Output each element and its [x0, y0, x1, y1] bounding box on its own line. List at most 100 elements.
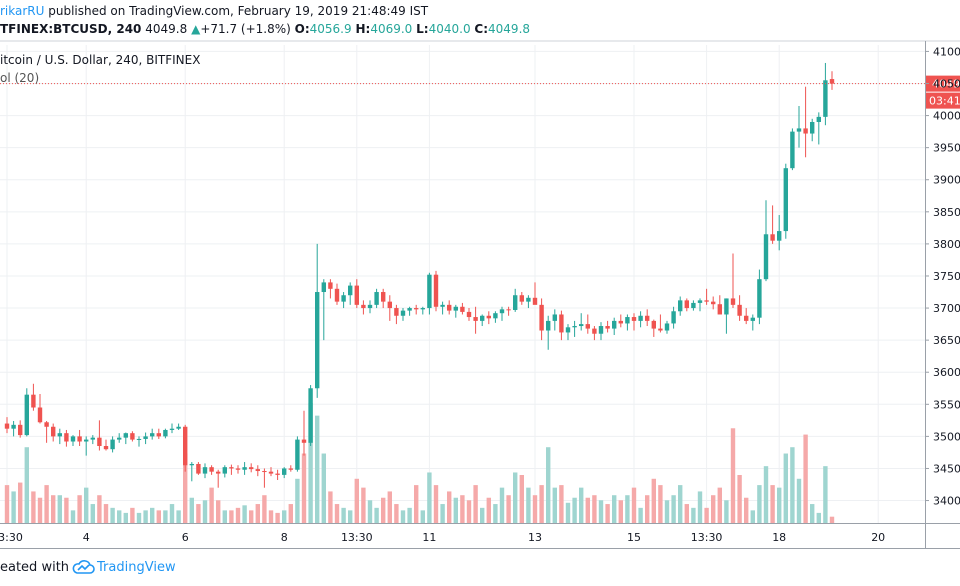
candle-body	[235, 468, 241, 470]
price-tick-label: 3400	[933, 495, 960, 508]
volume-bar	[572, 497, 577, 523]
candle-body	[737, 304, 742, 316]
volume-bar	[407, 507, 412, 523]
candle-body	[202, 467, 208, 474]
volume-bar	[57, 495, 62, 523]
candle-body	[341, 295, 346, 302]
candle-body	[532, 297, 538, 305]
volume-bar	[605, 504, 610, 523]
candle-body	[717, 304, 722, 315]
candle-body	[559, 314, 564, 333]
volume-bar	[400, 510, 406, 523]
volume-bar	[97, 495, 102, 523]
volume-bar	[130, 507, 135, 523]
volume-bar	[374, 507, 379, 523]
candle-body	[651, 320, 656, 329]
candle-body	[209, 467, 214, 472]
candle-body	[552, 314, 557, 321]
volume-bar	[433, 485, 439, 523]
volume-bar	[77, 495, 82, 523]
volume-bar	[4, 485, 10, 523]
candle-body	[51, 426, 56, 437]
candle-body	[460, 306, 465, 312]
volume-bar	[150, 507, 155, 523]
volume-bar	[394, 504, 399, 523]
candle-body	[420, 308, 425, 310]
candle-body	[546, 320, 551, 331]
candle-body	[130, 433, 135, 440]
volume-bar	[585, 497, 590, 523]
candle-body	[255, 469, 260, 472]
countdown-tag-label: 03:41:	[929, 95, 960, 108]
candle-body	[579, 324, 584, 327]
volume-bar	[90, 504, 95, 523]
candle-body	[176, 426, 181, 429]
volume-bar	[777, 487, 782, 523]
volume-bar	[816, 512, 821, 523]
volume-bar	[24, 447, 29, 523]
price-tick-label: 3750	[933, 270, 960, 283]
candle-body	[321, 282, 326, 293]
volume-bar	[664, 500, 670, 523]
volume-bar	[282, 510, 287, 523]
volume-bar	[612, 495, 617, 523]
volume-bar	[249, 510, 254, 523]
volume-bar	[334, 504, 340, 523]
volume-bar	[301, 453, 307, 523]
candle-body	[810, 121, 815, 134]
candle-body	[770, 234, 775, 241]
candle-body	[315, 292, 320, 389]
author-name[interactable]: rikarRU	[0, 4, 45, 18]
candle-body	[506, 309, 511, 311]
volume-bar	[453, 497, 458, 523]
candle-body	[625, 317, 630, 324]
candle-body	[724, 298, 729, 315]
volume-bar	[493, 504, 498, 523]
candle-body	[499, 309, 505, 314]
volume-bar	[37, 497, 43, 523]
candle-body	[473, 317, 478, 321]
volume-bar	[427, 472, 432, 523]
candle-body	[691, 302, 696, 309]
close-value: 4049.8	[488, 22, 531, 36]
candle-body	[57, 433, 62, 437]
candle-body	[585, 324, 590, 329]
candle-body	[183, 426, 188, 466]
volume-bar	[684, 504, 689, 523]
candle-body	[229, 467, 234, 469]
volume-bar	[691, 507, 696, 523]
volume-bar	[414, 485, 419, 523]
high-label: H:	[355, 22, 371, 36]
candle-body	[466, 311, 472, 318]
price-tick-label: 3800	[933, 238, 960, 251]
volume-bar	[447, 491, 452, 523]
volume-bar	[341, 507, 346, 523]
candle-body	[163, 429, 168, 437]
volume-bar	[275, 512, 280, 523]
candle-body	[823, 80, 828, 117]
candle-body	[400, 310, 406, 316]
candle-body	[150, 433, 155, 437]
volume-bar	[803, 434, 808, 523]
candle-body	[744, 315, 749, 321]
candle-body	[664, 323, 670, 331]
candle-body	[671, 311, 676, 324]
candle-body	[565, 327, 571, 333]
volume-bar	[44, 485, 49, 523]
candle-body	[77, 436, 82, 442]
volume-bar	[499, 487, 505, 523]
volume-indicator-label[interactable]: ol (20)	[0, 71, 40, 85]
volume-bar	[183, 453, 188, 523]
volume-bar	[671, 495, 676, 523]
volume-bar	[262, 495, 267, 523]
low-label: L:	[416, 22, 429, 36]
volume-bar	[235, 507, 241, 523]
candle-body	[777, 231, 782, 241]
candle-body	[631, 317, 637, 321]
candle-body	[387, 301, 392, 309]
candle-body	[275, 473, 280, 475]
candle-body	[301, 439, 307, 443]
volume-bar	[288, 504, 293, 523]
footer-brand[interactable]: TradingView	[97, 560, 176, 575]
